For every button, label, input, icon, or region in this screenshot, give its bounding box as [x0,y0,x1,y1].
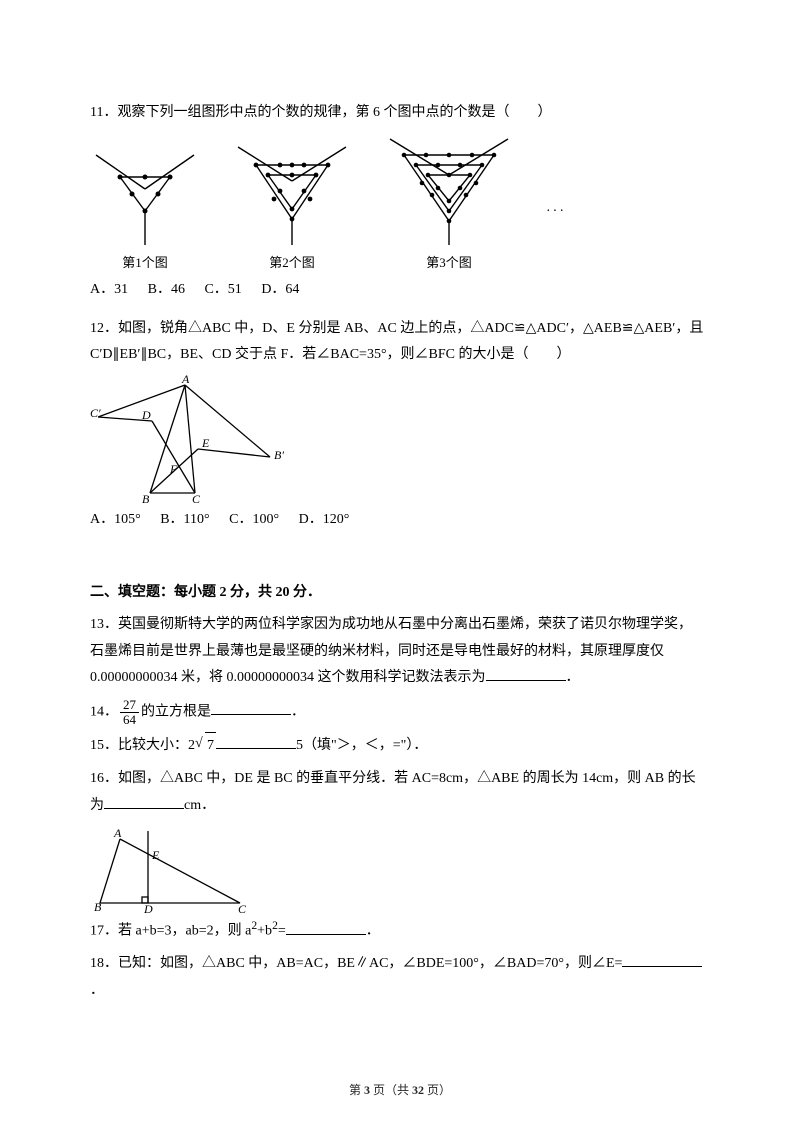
q11-cap1: 第1个图 [122,251,168,276]
section-2-title: 二、填空题：每小题 2 分，共 20 分． [90,580,710,607]
svg-text:B′: B′ [274,448,284,462]
q12-line1: 12．如图，锐角△ABC 中，D、E 分别是 AB、AC 边上的点，△ADC≌△… [90,316,710,343]
q17-blank [286,920,366,935]
q11-optA: A．31 [90,282,128,297]
q11-ellipsis: ··· [546,199,566,276]
q16-line2: 为cm． [90,793,710,820]
question-13: 13．英国曼彻斯特大学的两位科学家因为成功地从石墨中分离出石墨烯，荣获了诺贝尔物… [90,612,710,692]
q11-text: 11．观察下列一组图形中点的个数的规律，第 6 个图中点的个数是（ ） [90,100,710,127]
q11-options: A．31 B．46 C．51 D．64 [90,277,710,304]
question-18: 18．已知：如图，△ABC 中，AB=AC，BE∥AC，∠BDE=100°，∠B… [90,951,710,1004]
question-17: 17．若 a+b=3，ab=2，则 a2+b2=． [90,915,710,945]
svg-text:D: D [143,902,153,915]
q16-blank [104,794,184,809]
q11-cap2: 第2个图 [269,251,315,276]
q12-figure: A C′ D E B′ F B C [90,375,290,505]
question-14: 14．2764的立方根是． [90,698,710,726]
q16-line1: 16．如图，△ABC 中，DE 是 BC 的垂直平分线．若 AC=8cm，△AB… [90,766,710,793]
q12-optA: A．105° [90,512,141,527]
q14-blank [211,700,291,715]
svg-text:A: A [113,826,122,840]
q18-blank [622,952,702,967]
q11-optC: C．51 [204,282,241,297]
q11-fig1: 第1个图 [90,149,200,276]
q11-fig3: 第3个图 [384,133,514,276]
q13-line1: 13．英国曼彻斯特大学的两位科学家因为成功地从石墨中分离出石墨烯，荣获了诺贝尔物… [90,612,710,639]
q12-line2: C′D∥EB′∥BC，BE、CD 交于点 F．若∠BAC=35°，则∠BFC 的… [90,342,710,369]
q14-fraction: 2764 [120,698,139,726]
q11-figures: 第1个图 第2个图 [90,133,710,276]
q11-fig2-svg [232,141,352,249]
question-11: 11．观察下列一组图形中点的个数的规律，第 6 个图中点的个数是（ ） [90,100,710,127]
svg-text:E: E [201,436,210,450]
svg-text:A: A [181,375,190,386]
q11-fig3-svg [384,133,514,249]
q16-figure: A E B D C [90,825,250,915]
svg-text:C′: C′ [90,406,101,420]
q13-line3: 0.00000000034 米，将 0.00000000034 这个数用科学记数… [90,665,710,692]
svg-text:B: B [142,492,150,505]
svg-text:B: B [94,900,102,914]
question-12: 12．如图，锐角△ABC 中，D、E 分别是 AB、AC 边上的点，△ADC≌△… [90,316,710,369]
q11-fig2: 第2个图 [232,141,352,276]
question-15: 15．比较大小：275（填"＞，＜，="）． [90,732,710,760]
q12-optB: B．110° [160,512,209,527]
svg-text:C: C [238,902,247,915]
question-16: 16．如图，△ABC 中，DE 是 BC 的垂直平分线．若 AC=8cm，△AB… [90,766,710,819]
q11-fig1-svg [90,149,200,249]
q12-optC: C．100° [229,512,279,527]
q13-line2: 石墨烯目前是世界上最薄也是最坚硬的纳米材料，同时还是导电性最好的材料，其原理厚度… [90,639,710,666]
svg-text:D: D [141,408,151,422]
q12-options: A．105° B．110° C．100° D．120° [90,507,710,534]
page-number: 第 3 页（共 32 页） [90,1079,710,1102]
q11-cap3: 第3个图 [426,251,472,276]
q13-blank [486,666,566,681]
svg-text:C: C [192,492,201,505]
svg-text:E: E [151,848,160,862]
q12-optD: D．120° [299,512,350,527]
q15-sqrt: 7 [195,732,216,760]
q15-blank [216,734,296,749]
q11-optD: D．64 [261,282,299,297]
svg-text:F: F [169,462,178,476]
q11-optB: B．46 [148,282,185,297]
